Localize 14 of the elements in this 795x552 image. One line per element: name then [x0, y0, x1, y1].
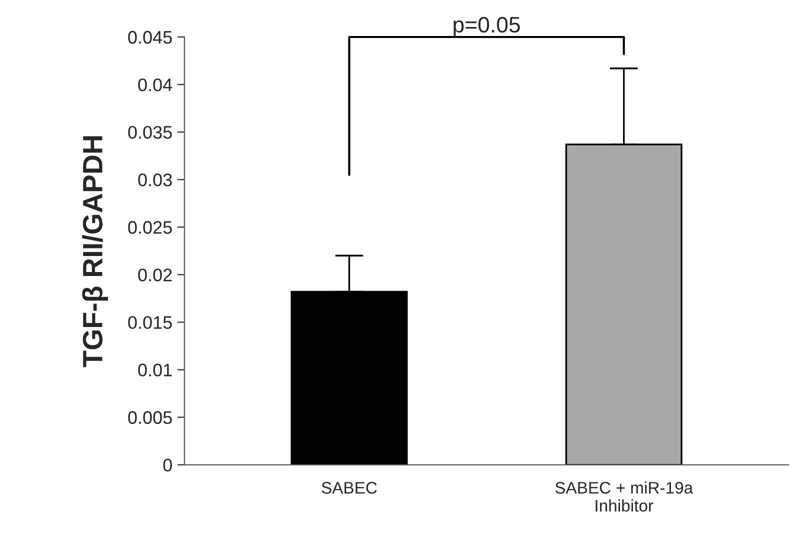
- y-tick-label: 0.04: [138, 78, 172, 92]
- y-tick-label: 0.015: [128, 316, 172, 329]
- annotation: p=0.05: [454, 16, 520, 37]
- y-tick-label: 0.035: [128, 126, 172, 139]
- y-tick-label: 0.03: [138, 174, 172, 186]
- y-tick-label: 0.01: [138, 364, 172, 376]
- y-tick-label: 0.005: [128, 411, 172, 424]
- x-tick-label: SABEC + miR-19a Inhibitor: [555, 481, 694, 512]
- x-tick-label: SABEC: [322, 482, 377, 494]
- y-tick-label: 0: [163, 458, 172, 472]
- y-tick-label: 0.02: [138, 268, 172, 282]
- y-tick-label: 0.025: [128, 221, 172, 234]
- y-axis-title: TGF-β RII/GAPDH: [82, 136, 108, 368]
- y-tick-label: 0.045: [128, 30, 172, 44]
